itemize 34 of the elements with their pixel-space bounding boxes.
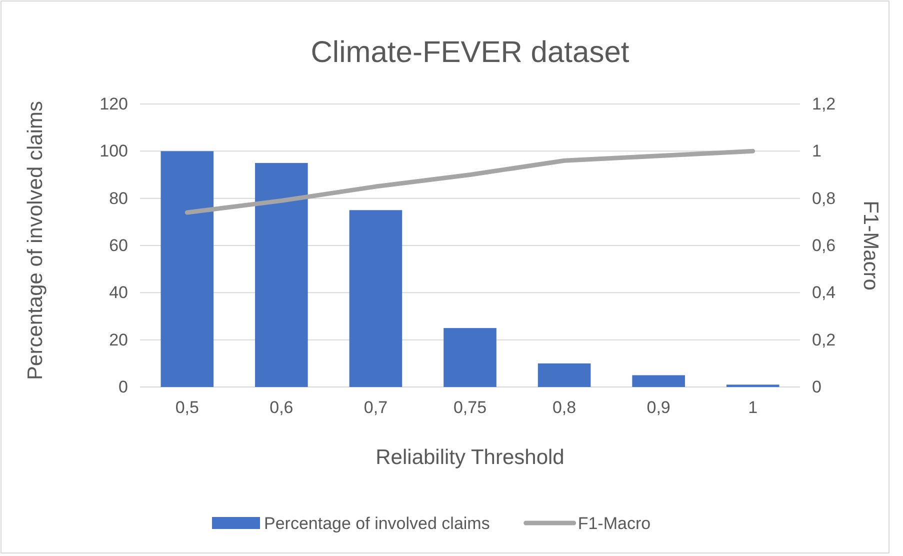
line-series xyxy=(184,148,756,215)
chart-title: Climate-FEVER dataset xyxy=(310,36,630,69)
bar xyxy=(632,375,685,387)
bar xyxy=(160,151,214,387)
bar xyxy=(349,210,402,387)
bar xyxy=(444,328,496,387)
x-tick-label: 0,6 xyxy=(270,398,294,418)
y2-tick-label: 0,4 xyxy=(812,283,836,302)
y-tick-label: 100 xyxy=(100,142,128,161)
x-axis-title: Reliability Threshold xyxy=(376,446,564,469)
y2-tick-label: 0,6 xyxy=(812,236,836,255)
x-tick-label: 0,9 xyxy=(646,398,670,418)
x-tick-label: 0,75 xyxy=(453,398,487,418)
y2-tick-label: 1,2 xyxy=(812,94,836,114)
y-axis-title: Percentage of involved claims xyxy=(24,101,47,380)
y-tick-label: 120 xyxy=(100,94,128,114)
legend-label: Percentage of involved claims xyxy=(264,514,490,533)
y2-tick-label: 0 xyxy=(812,377,822,396)
y2-tick-label: 1 xyxy=(812,142,822,161)
x-tick-label: 0,8 xyxy=(552,398,576,418)
bar xyxy=(255,162,308,387)
y-tick-label: 0 xyxy=(118,377,128,396)
y-tick-label: 20 xyxy=(109,330,128,350)
x-tick-label: 0,7 xyxy=(364,398,388,418)
y2-tick-label: 0,8 xyxy=(812,188,836,208)
bar xyxy=(538,363,591,387)
y2-tick-label: 0,2 xyxy=(812,330,836,350)
y-tick-label: 40 xyxy=(109,283,128,302)
y2-axis-title: F1-Macro xyxy=(859,200,882,290)
y-tick-label: 60 xyxy=(109,236,128,255)
legend-label: F1-Macro xyxy=(578,514,651,533)
y-tick-label: 80 xyxy=(109,188,128,208)
x-tick-label: 0,5 xyxy=(175,398,199,418)
x-tick-label: 1 xyxy=(748,398,758,418)
